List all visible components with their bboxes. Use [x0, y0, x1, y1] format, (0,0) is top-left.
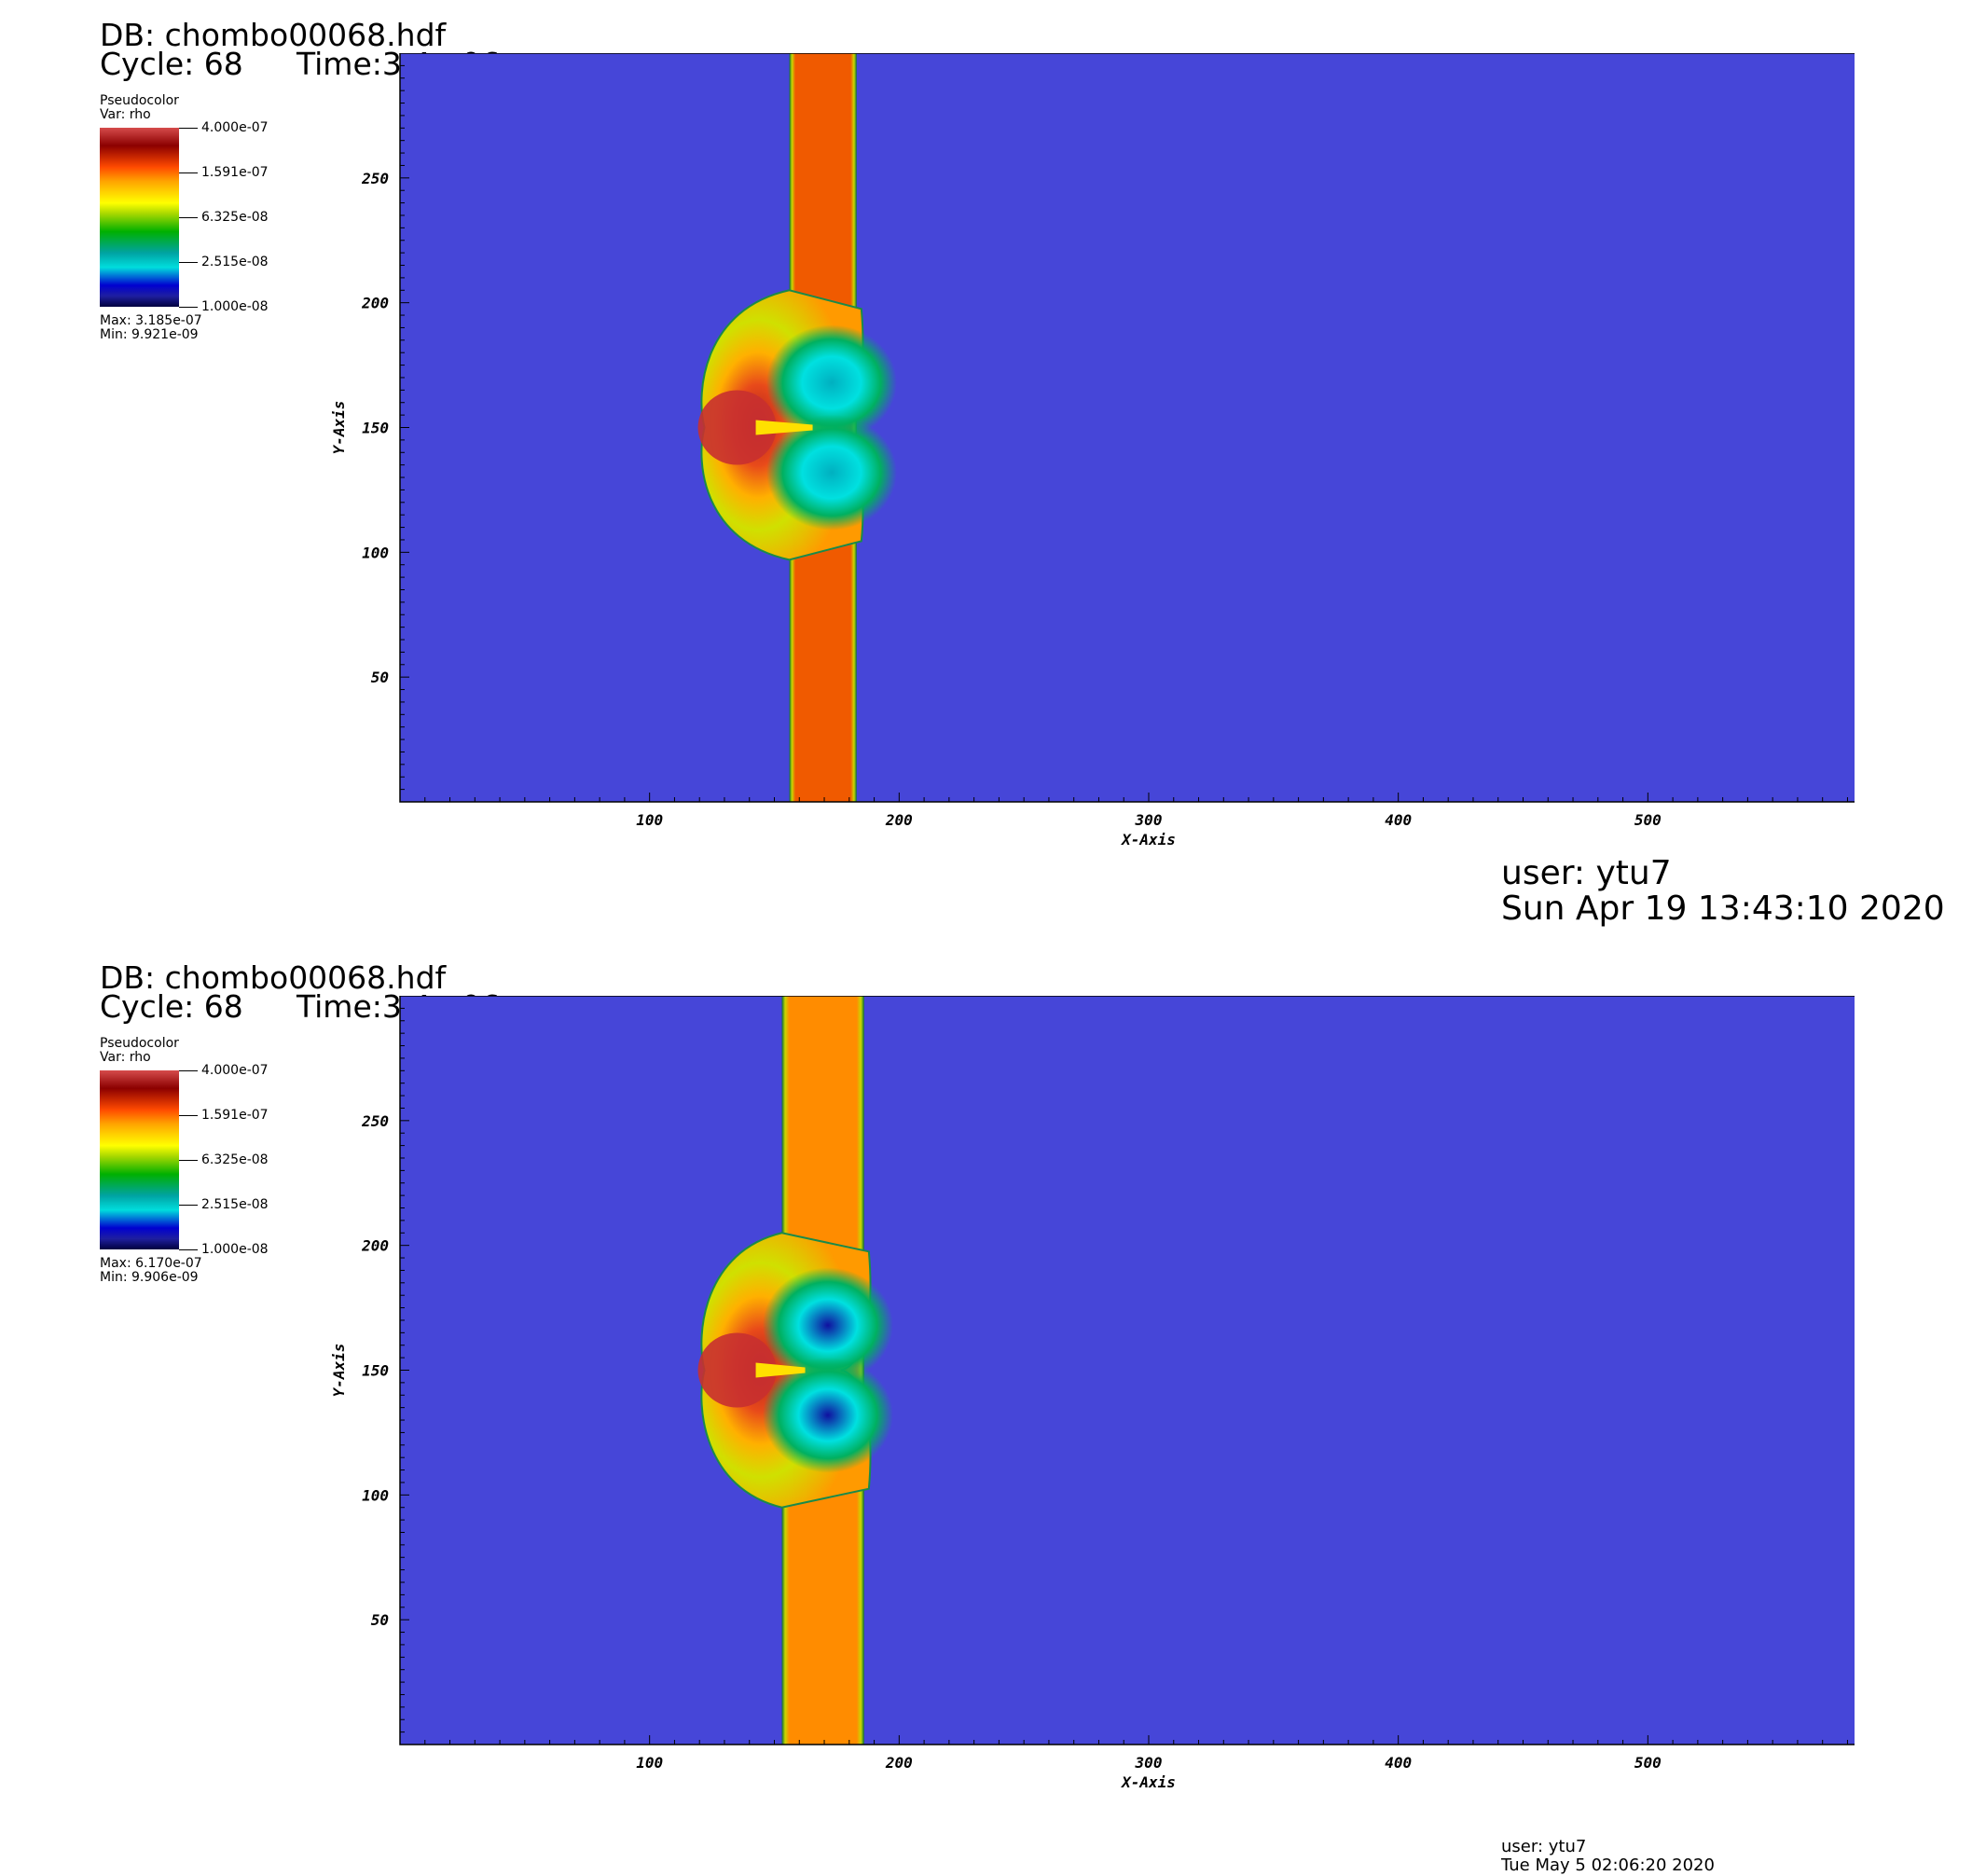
colorbar — [100, 1070, 179, 1249]
pseudocolor-plot: 100 200 300 400 500 50 100 150 200 250 X-Axis Y-Axi… — [330, 53, 1855, 848]
low-density-lobe — [762, 1267, 893, 1384]
colorbar-tick — [179, 1249, 198, 1250]
x-tick-label: 400 — [1385, 1754, 1412, 1772]
colorbar-tick — [179, 307, 198, 308]
colorbar-tick — [179, 1205, 198, 1206]
background-field — [400, 996, 1855, 1745]
y-tick-label: 150 — [362, 420, 389, 437]
y-tick-label: 50 — [371, 669, 389, 686]
plot-panel: DB: chombo00068.hdf Cycle: 68 Time:3.4e-… — [0, 0, 1986, 932]
pseudocolor-plot: 100 200 300 400 500 50 100 150 200 250 X-Axis Y-Axi… — [330, 996, 1855, 1791]
colorbar-tick — [179, 172, 198, 173]
legend-title: Pseudocolor — [100, 1036, 179, 1051]
colorbar-tick-label: 1.591e-07 — [201, 165, 269, 180]
legend-min: Min: 9.921e-09 — [100, 327, 199, 342]
colorbar-tick-label: 6.325e-08 — [201, 210, 269, 225]
x-tick-label: 300 — [1135, 811, 1163, 829]
y-tick-label: 100 — [362, 1486, 389, 1504]
colorbar-tick — [179, 128, 198, 129]
y-axis-label: Y-Axis — [330, 401, 348, 455]
background-field — [400, 53, 1855, 802]
user-label: user: ytu7 — [1501, 854, 1672, 892]
date-label: Tue May 5 02:06:20 2020 — [1501, 1855, 1715, 1875]
database-label: DB: chombo00068.hdf — [100, 959, 447, 996]
low-density-lobe — [765, 414, 897, 531]
colorbar-tick-label: 4.000e-07 — [201, 120, 269, 135]
colorbar-tick — [179, 1115, 198, 1116]
legend-max: Max: 6.170e-07 — [100, 1256, 202, 1271]
x-tick-label: 400 — [1385, 811, 1412, 829]
colorbar-tick — [179, 217, 198, 218]
plot-area — [400, 53, 1855, 802]
y-tick-label: 250 — [361, 170, 389, 187]
plot-panel: DB: chombo00068.hdf Cycle: 68 Time:3.4e-… — [0, 943, 1986, 1875]
x-tick-label: 100 — [636, 1754, 663, 1772]
colorbar-tick-label: 1.000e-08 — [201, 299, 269, 314]
low-density-lobe — [765, 324, 897, 441]
colorbar-tick-label: 6.325e-08 — [201, 1152, 269, 1167]
x-tick-label: 200 — [885, 1754, 913, 1772]
legend-title: Pseudocolor — [100, 93, 179, 108]
colorbar-tick-label: 2.515e-08 — [201, 255, 269, 269]
legend-min: Min: 9.906e-09 — [100, 1270, 199, 1285]
colorbar-tick-label: 1.591e-07 — [201, 1108, 269, 1123]
jet-filament — [755, 1362, 806, 1378]
y-axis-label: Y-Axis — [330, 1344, 348, 1398]
y-tick-label: 50 — [371, 1611, 389, 1629]
plot-area — [400, 996, 1855, 1745]
low-density-lobe — [762, 1357, 893, 1473]
colorbar-tick-label: 1.000e-08 — [201, 1242, 269, 1257]
legend-variable: Var: rho — [100, 1050, 151, 1065]
user-label: user: ytu7 — [1501, 1837, 1587, 1856]
cycle-label: Cycle: 68 — [100, 46, 243, 82]
jet-filament — [755, 420, 813, 435]
cycle-label: Cycle: 68 — [100, 988, 243, 1025]
legend-variable: Var: rho — [100, 107, 151, 122]
y-tick-label: 200 — [361, 1237, 389, 1255]
x-axis-label: X-Axis — [1120, 1773, 1176, 1791]
y-tick-label: 250 — [361, 1112, 389, 1130]
colorbar — [100, 128, 179, 307]
colorbar-tick — [179, 1160, 198, 1161]
x-tick-label: 200 — [885, 811, 913, 829]
x-tick-label: 500 — [1634, 811, 1662, 829]
x-tick-label: 300 — [1135, 1754, 1163, 1772]
legend-max: Max: 3.185e-07 — [100, 313, 202, 328]
x-axis-label: X-Axis — [1120, 831, 1176, 848]
y-tick-label: 100 — [362, 544, 389, 561]
date-label: Sun Apr 19 13:43:10 2020 — [1501, 890, 1945, 928]
colorbar-tick-label: 4.000e-07 — [201, 1063, 269, 1078]
colorbar-tick — [179, 262, 198, 263]
dense-core — [697, 1332, 777, 1408]
colorbar-tick-label: 2.515e-08 — [201, 1197, 269, 1212]
colorbar-tick — [179, 1070, 198, 1071]
y-tick-label: 150 — [362, 1362, 389, 1380]
x-tick-label: 100 — [636, 811, 663, 829]
x-tick-label: 500 — [1634, 1754, 1662, 1772]
database-label: DB: chombo00068.hdf — [100, 17, 447, 53]
dense-core — [697, 390, 777, 465]
y-tick-label: 200 — [361, 295, 389, 312]
